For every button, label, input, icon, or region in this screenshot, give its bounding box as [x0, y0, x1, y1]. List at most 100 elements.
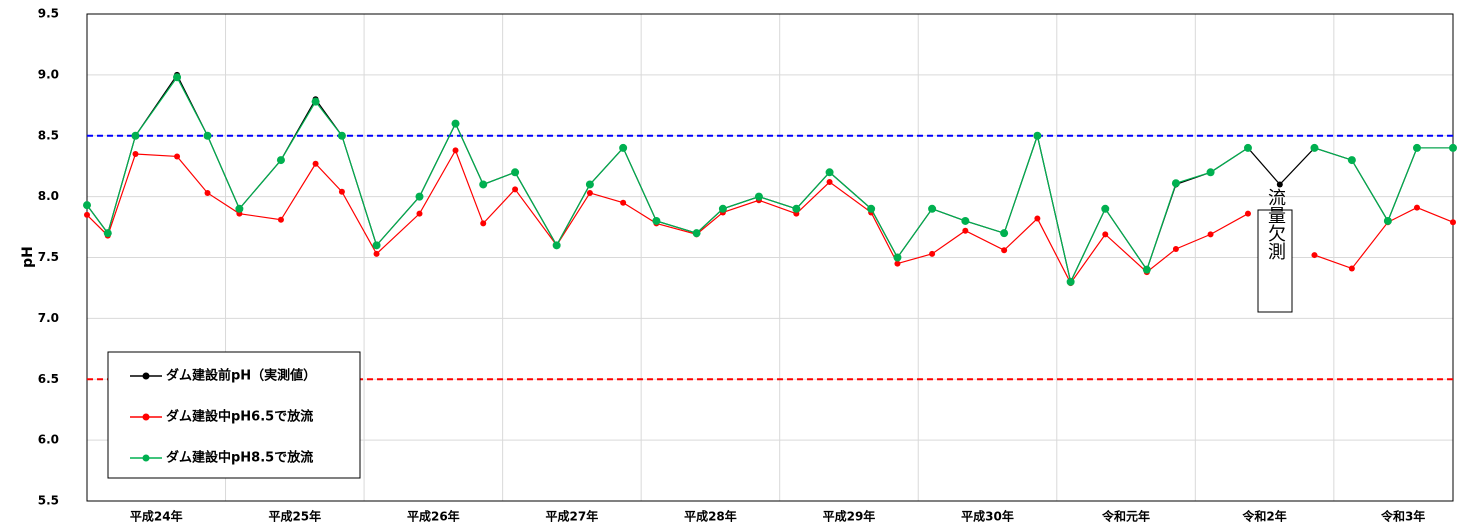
data-point	[1034, 215, 1041, 222]
legend-label: ダム建設中pH8.5で放流	[166, 450, 313, 466]
data-point	[1000, 229, 1009, 238]
data-point	[1412, 143, 1421, 152]
y-tick-label: 5.5	[38, 494, 59, 508]
legend-label: ダム建設前pH（実測値）	[166, 368, 316, 384]
data-point	[103, 229, 112, 238]
series-line	[86, 76, 1453, 284]
x-tick-label: 平成26年	[407, 509, 460, 524]
legend-marker	[142, 454, 150, 462]
x-tick-label: 令和3年	[1380, 509, 1425, 524]
x-tick-label: 平成25年	[268, 509, 321, 524]
x-tick-label: 平成30年	[961, 509, 1014, 524]
y-tick-label: 7.5	[38, 250, 59, 264]
y-tick-label: 6.5	[38, 372, 59, 386]
y-tick-label: 9.0	[38, 67, 59, 81]
data-point	[204, 189, 211, 196]
data-point	[1142, 265, 1151, 274]
data-point	[235, 204, 244, 213]
data-point	[552, 241, 561, 250]
data-point	[961, 216, 970, 225]
data-point	[585, 180, 594, 189]
x-tick-label: 令和元年	[1101, 509, 1150, 524]
data-point	[416, 210, 423, 217]
legend-marker	[142, 413, 150, 421]
data-point	[825, 168, 834, 177]
data-point	[867, 204, 876, 213]
y-tick-label: 8.5	[38, 128, 59, 142]
data-point	[929, 250, 936, 257]
y-tick-label: 9.5	[38, 7, 59, 21]
data-point	[373, 250, 380, 257]
data-point	[415, 192, 424, 201]
data-point	[1033, 131, 1042, 140]
data-point	[512, 186, 519, 193]
data-point	[1310, 143, 1319, 152]
data-point	[754, 192, 763, 201]
data-point	[1172, 245, 1179, 252]
data-point	[1450, 219, 1456, 226]
data-point	[479, 180, 488, 189]
x-tick-label: 平成29年	[823, 509, 876, 524]
data-point	[338, 188, 345, 195]
data-point	[1102, 231, 1109, 238]
plot-frame	[86, 13, 1454, 502]
data-point	[1348, 265, 1355, 272]
legend-label: ダム建設中pH6.5で放流	[166, 409, 313, 425]
data-point	[826, 179, 833, 186]
data-point	[652, 216, 661, 225]
data-point	[792, 204, 801, 213]
data-point	[894, 260, 901, 267]
data-point	[372, 241, 381, 250]
data-point	[1066, 277, 1075, 286]
data-point	[277, 216, 284, 223]
data-point	[1244, 210, 1251, 217]
data-point	[451, 119, 460, 128]
legend-marker	[142, 372, 150, 380]
data-point	[1171, 179, 1180, 188]
data-point	[311, 97, 320, 106]
data-point	[1383, 216, 1392, 225]
data-point	[1311, 252, 1318, 259]
data-point	[620, 199, 627, 206]
data-point	[1347, 156, 1356, 165]
data-point	[928, 204, 937, 213]
data-point	[511, 168, 520, 177]
data-point	[586, 189, 593, 196]
data-point	[1206, 168, 1215, 177]
data-point	[83, 201, 91, 210]
data-point	[174, 153, 181, 160]
data-point	[893, 253, 902, 262]
y-tick-label: 7.0	[38, 311, 59, 325]
x-tick-label: 平成27年	[546, 509, 599, 524]
series-line	[86, 148, 1454, 285]
data-point	[276, 156, 285, 165]
data-point	[1449, 143, 1457, 152]
data-point	[203, 131, 212, 140]
data-point	[1276, 181, 1283, 188]
x-tick-label: 平成28年	[684, 509, 737, 524]
data-point	[1001, 247, 1008, 254]
data-point	[1243, 143, 1252, 152]
data-point	[692, 229, 701, 238]
data-point	[452, 147, 459, 154]
legend-box	[107, 351, 361, 479]
y-axis-label: pH	[20, 246, 36, 268]
y-tick-label: 6.0	[38, 433, 59, 447]
data-point	[84, 211, 90, 218]
data-point	[173, 73, 182, 82]
data-point	[312, 160, 319, 167]
data-point	[1207, 231, 1214, 238]
x-tick-label: 令和2年	[1241, 509, 1286, 524]
annotation: 流量欠測	[1265, 188, 1286, 261]
data-point	[132, 151, 139, 158]
x-tick-label: 平成24年	[130, 509, 183, 524]
y-tick-label: 8.0	[38, 189, 59, 203]
data-point	[962, 227, 969, 234]
data-point	[131, 131, 140, 140]
data-point	[337, 131, 346, 140]
data-point	[718, 204, 727, 213]
data-point	[1101, 204, 1110, 213]
data-point	[619, 143, 628, 152]
